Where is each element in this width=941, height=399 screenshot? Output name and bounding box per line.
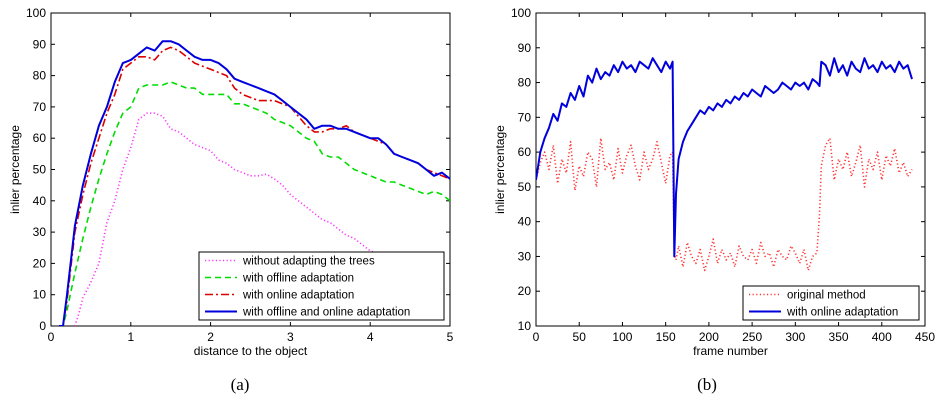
series-line-3	[59, 46, 450, 326]
x-tick-label: 50	[573, 330, 587, 344]
x-tick-label: 3	[287, 330, 294, 344]
y-tick-label: 100	[26, 6, 46, 20]
y-tick-label: 40	[33, 194, 47, 208]
y-tick-label: 40	[518, 215, 532, 229]
y-tick-label: 80	[33, 69, 47, 83]
y-tick-label: 100	[511, 6, 531, 20]
legend: original method with online adaptation	[742, 285, 920, 321]
x-tick-label: 0	[533, 330, 540, 344]
legend-label-2: with offline adaptation	[242, 273, 354, 285]
y-tick-label: 60	[33, 131, 47, 145]
series-line-2	[536, 57, 913, 258]
caption-b: (b)	[697, 375, 717, 394]
x-tick-label: 100	[612, 330, 632, 344]
y-tick-label: 10	[518, 319, 532, 333]
x-tick-label: 200	[699, 330, 719, 344]
series-line-1	[536, 137, 913, 272]
legend-label-3: with online adaptation	[242, 290, 354, 302]
y-tick-label: 80	[518, 76, 532, 90]
x-tick-label: 350	[829, 330, 849, 344]
series-line-4	[59, 40, 450, 326]
y-tick-label: 50	[33, 163, 47, 177]
legend: without adapting the trees with offline a…	[198, 251, 445, 321]
y-tick-label: 70	[518, 110, 532, 124]
legend-label-2: with online adaptation	[786, 307, 898, 319]
y-tick-label: 10	[33, 288, 47, 302]
x-tick-label: 0	[48, 330, 55, 344]
x-tick-label: 300	[785, 330, 805, 344]
y-tick-label: 70	[33, 100, 47, 114]
y-tick-label: 30	[518, 249, 532, 263]
legend-box	[742, 285, 920, 321]
y-tick-label: 90	[33, 37, 47, 51]
x-axis-label: frame number	[693, 344, 768, 358]
y-tick-label: 50	[518, 180, 532, 194]
legend-label-4: with offline and online adaptation	[242, 307, 410, 319]
x-tick-label: 5	[447, 330, 454, 344]
x-tick-label: 4	[367, 330, 374, 344]
y-tick-label: 20	[518, 284, 532, 298]
x-tick-label: 250	[742, 330, 762, 344]
legend-label-1: without adapting the trees	[242, 256, 375, 268]
caption-a: (a)	[231, 375, 250, 394]
legend-label-1: original method	[787, 290, 866, 302]
x-tick-label: 450	[915, 330, 935, 344]
y-tick-label: 90	[518, 41, 532, 55]
chart-b: 0 50 100 150 200 250 300 350 400 450 10 20 30 40 50 60 7…	[493, 6, 935, 358]
series-line-2	[59, 81, 450, 326]
y-tick-label: 30	[33, 225, 47, 239]
y-axis-label: inlier percentage	[8, 125, 22, 214]
x-tick-label: 150	[656, 330, 676, 344]
x-tick-label: 2	[207, 330, 214, 344]
y-tick-label: 60	[518, 145, 532, 159]
x-tick-label: 400	[872, 330, 892, 344]
plot-frame	[535, 12, 926, 327]
y-tick-label: 0	[39, 319, 46, 333]
x-axis-label: distance to the object	[194, 344, 308, 358]
y-tick-label: 20	[33, 256, 47, 270]
y-axis-label: inlier percentage	[493, 125, 507, 214]
legend-box	[198, 251, 445, 321]
x-tick-label: 1	[127, 330, 134, 344]
